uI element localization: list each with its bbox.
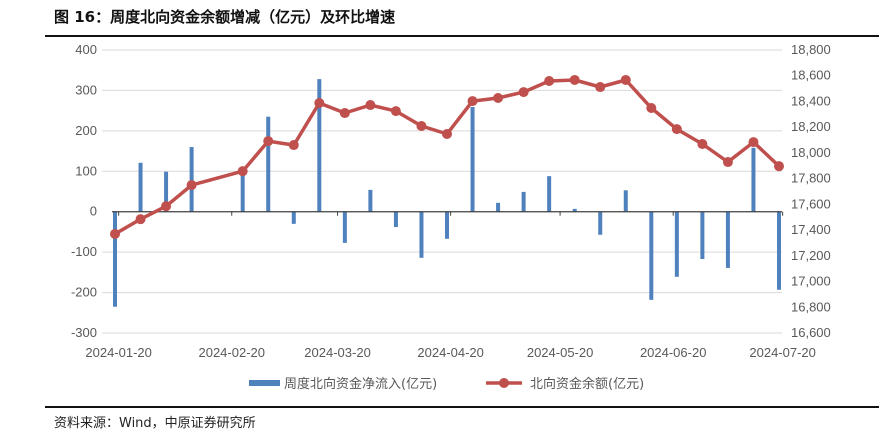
balance-point <box>646 103 657 114</box>
bar <box>649 211 654 300</box>
top-rule <box>45 35 879 37</box>
bar <box>138 162 143 212</box>
x-axis-tick: 2024-03-20 <box>304 345 371 360</box>
legend-line-marker <box>499 378 509 388</box>
bar <box>419 211 424 258</box>
balance-point <box>493 92 504 103</box>
balance-point <box>263 136 274 147</box>
balance-point <box>748 137 759 148</box>
balance-point <box>518 87 529 98</box>
bar <box>470 107 475 212</box>
balance-point <box>161 201 172 212</box>
x-axis-tick: 2024-04-20 <box>417 345 484 360</box>
balance-point <box>569 74 580 85</box>
balance-point <box>186 180 197 191</box>
right-axis-tick: 18,000 <box>791 145 831 160</box>
bar <box>623 190 628 212</box>
balance-point <box>339 108 350 119</box>
x-axis-tick: 2024-05-20 <box>527 345 594 360</box>
bar <box>164 171 169 212</box>
left-axis-tick: -200 <box>71 285 97 300</box>
left-axis-tick: -300 <box>71 325 97 340</box>
bar <box>113 211 117 307</box>
right-axis-tick: 18,200 <box>791 119 831 134</box>
legend-bar-label: 周度北向资金净流入(亿元) <box>284 376 437 392</box>
balance-point <box>110 228 120 239</box>
bar <box>342 211 347 243</box>
x-axis-tick: 2024-07-20 <box>749 345 816 360</box>
bar <box>777 211 781 290</box>
bar <box>240 171 245 212</box>
left-axis-tick: -100 <box>71 244 97 259</box>
right-axis-tick: 17,200 <box>791 248 831 263</box>
balance-point <box>544 76 555 87</box>
bottom-rule <box>45 406 879 408</box>
x-axis-tick: 2024-06-20 <box>640 345 707 360</box>
right-axis-tick: 17,600 <box>791 196 831 211</box>
balance-point <box>722 157 733 168</box>
balance-point <box>135 214 146 225</box>
balance-line <box>114 78 781 236</box>
left-axis-tick: 200 <box>75 123 97 138</box>
bar <box>725 211 730 268</box>
bar <box>266 116 271 212</box>
bar <box>445 211 449 239</box>
balance-point <box>697 139 708 150</box>
bar <box>547 176 552 212</box>
bar <box>291 211 296 224</box>
bar <box>572 208 577 212</box>
right-axis-tick: 17,400 <box>791 222 831 237</box>
source-note: 资料来源：Wind，中原证券研究所 <box>54 416 256 431</box>
balance-point <box>416 121 427 132</box>
balance-point <box>390 106 401 117</box>
balance-point <box>595 82 606 93</box>
balance-point <box>288 140 299 151</box>
balance-point <box>467 96 478 107</box>
bar <box>598 211 603 235</box>
right-axis-tick: 18,600 <box>791 68 831 83</box>
bar <box>674 211 679 277</box>
left-axis-tick: 400 <box>75 42 97 57</box>
balance-point <box>314 97 325 108</box>
left-axis-tick: 300 <box>75 82 97 97</box>
left-axis-tick: 100 <box>75 163 97 178</box>
bar <box>751 147 756 212</box>
bar <box>189 147 194 212</box>
bar <box>521 191 526 212</box>
bar <box>317 79 322 212</box>
balance-point <box>774 161 784 172</box>
right-axis-tick: 17,800 <box>791 171 831 186</box>
balance-point <box>620 74 631 85</box>
bar <box>496 202 501 212</box>
bar <box>368 189 373 212</box>
x-axis-tick: 2024-02-20 <box>198 345 265 360</box>
x-axis-tick: 2024-01-20 <box>85 345 152 360</box>
balance-point <box>442 128 452 139</box>
legend-bar-swatch <box>249 380 280 386</box>
balance-point <box>365 100 376 111</box>
figure-title: 图 16：周度北向资金余额增减（亿元）及环比增速 <box>54 8 396 26</box>
left-axis-tick: 0 <box>90 204 97 219</box>
balance-point <box>671 124 682 135</box>
right-axis-tick: 16,800 <box>791 299 831 314</box>
legend-line-label: 北向资金余额(亿元) <box>530 376 644 392</box>
right-axis-tick: 16,600 <box>791 325 831 340</box>
bar <box>700 211 705 260</box>
balance-point <box>237 166 248 177</box>
right-axis-tick: 18,400 <box>791 93 831 108</box>
bar <box>393 211 398 228</box>
right-axis-tick: 17,000 <box>791 274 831 289</box>
right-axis-tick: 18,800 <box>791 42 831 57</box>
